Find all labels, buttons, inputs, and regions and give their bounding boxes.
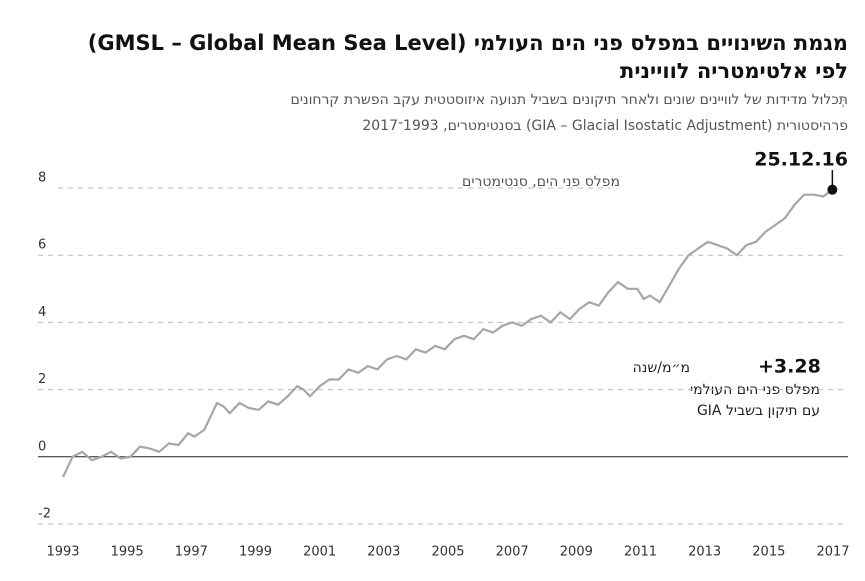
y-tick-label: 0 — [38, 439, 46, 454]
x-tick-label: 2001 — [303, 545, 336, 560]
x-tick-label: 2005 — [431, 545, 464, 560]
y-tick-label: 6 — [38, 238, 46, 253]
end-point — [827, 184, 838, 195]
y-tick-label: 2 — [38, 372, 46, 387]
x-tick-label: 2015 — [752, 545, 785, 560]
x-tick-label: 2011 — [624, 545, 657, 560]
x-tick-label: 1997 — [175, 545, 208, 560]
chart-title: מגמת השינויים במפלס פני הים העולמי (GMSL… — [88, 31, 848, 55]
y-tick-label: -2 — [38, 507, 51, 522]
annotation-text: עם תיקון בשביל GIA — [697, 403, 820, 419]
annotation-value: +3.28 — [758, 356, 821, 378]
y-tick-label: 8 — [38, 171, 46, 186]
x-tick-label: 2003 — [367, 545, 400, 560]
y-axis-label: מפלס פני הים, סנטימטרים — [462, 174, 620, 190]
x-tick-label: 2007 — [496, 545, 529, 560]
annotation-text: מפלס פני הים העולמי — [690, 382, 820, 398]
x-tick-label: 1995 — [111, 545, 144, 560]
x-tick-label: 2009 — [560, 545, 593, 560]
end-label: 25.12.16 — [754, 149, 848, 171]
x-tick-label: 2013 — [688, 545, 721, 560]
x-tick-label: 1993 — [46, 545, 79, 560]
x-tick-label: 1999 — [239, 545, 272, 560]
chart-title: לפי אלטימטריה לוויינית — [620, 59, 848, 83]
chart-subtitle: תְּכלוּל מדידות של לוויינים שונים ולאחר … — [291, 92, 848, 108]
y-tick-label: 4 — [38, 305, 46, 320]
chart-subtitle: פרהיסטורית (GIA – Glacial Isostatic Adju… — [362, 118, 848, 134]
annotation-unit: מ״מ/שנה — [633, 360, 690, 376]
line — [62, 188, 834, 478]
x-tick-label: 2017 — [816, 545, 849, 560]
